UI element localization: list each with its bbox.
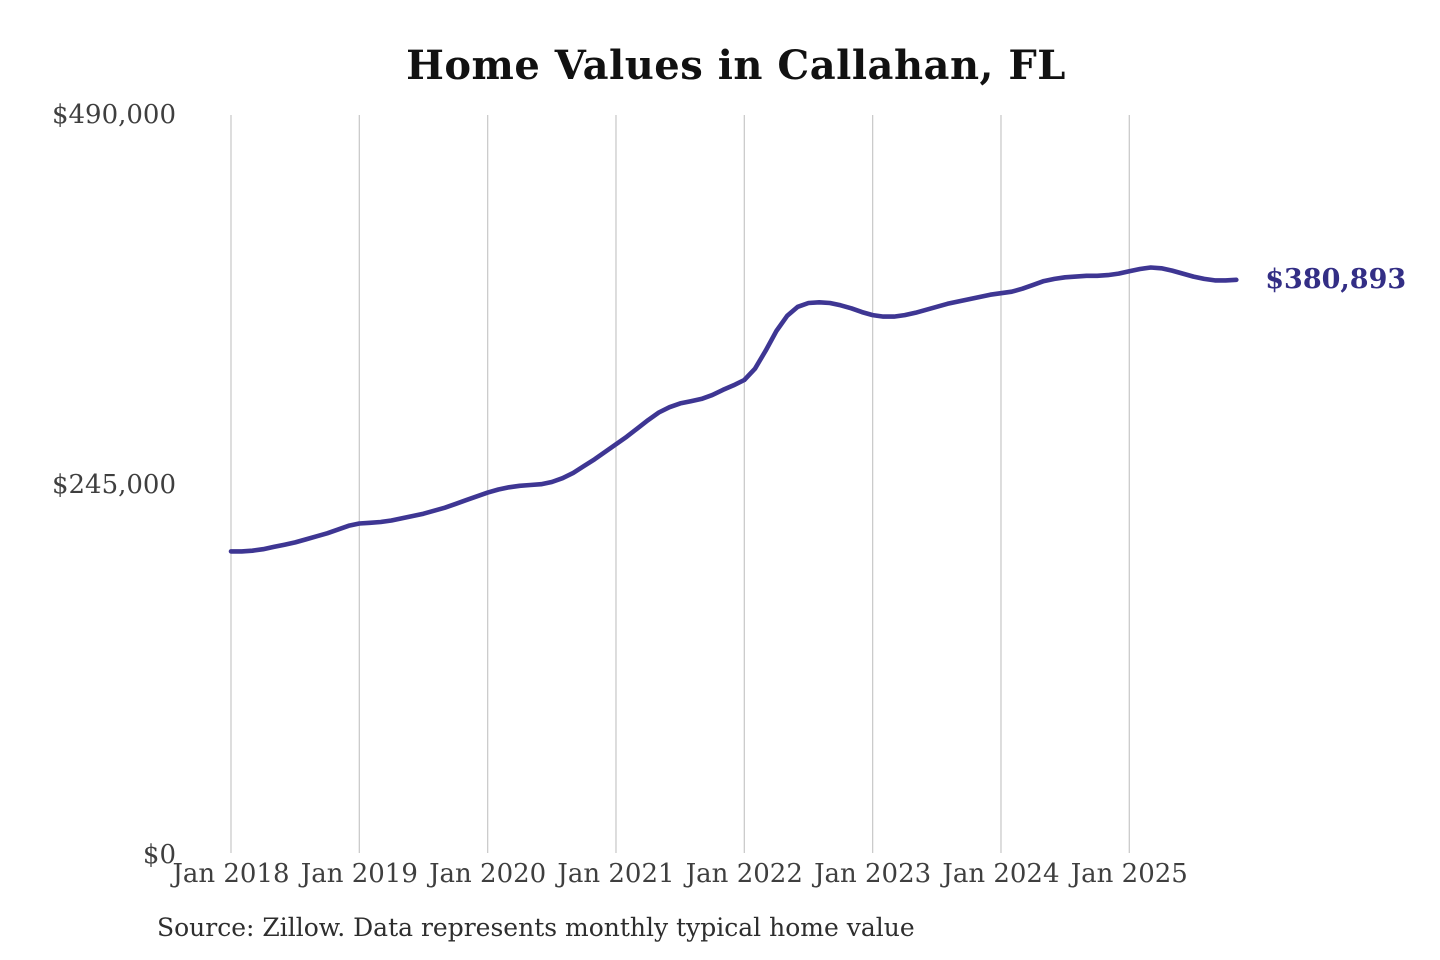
source-note: Source: Zillow. Data represents monthly … [157, 913, 915, 942]
chart-title: Home Values in Callahan, FL [406, 42, 1066, 89]
latest-value-label: $380,893 [1265, 263, 1407, 295]
home-value-line [228, 265, 1239, 554]
